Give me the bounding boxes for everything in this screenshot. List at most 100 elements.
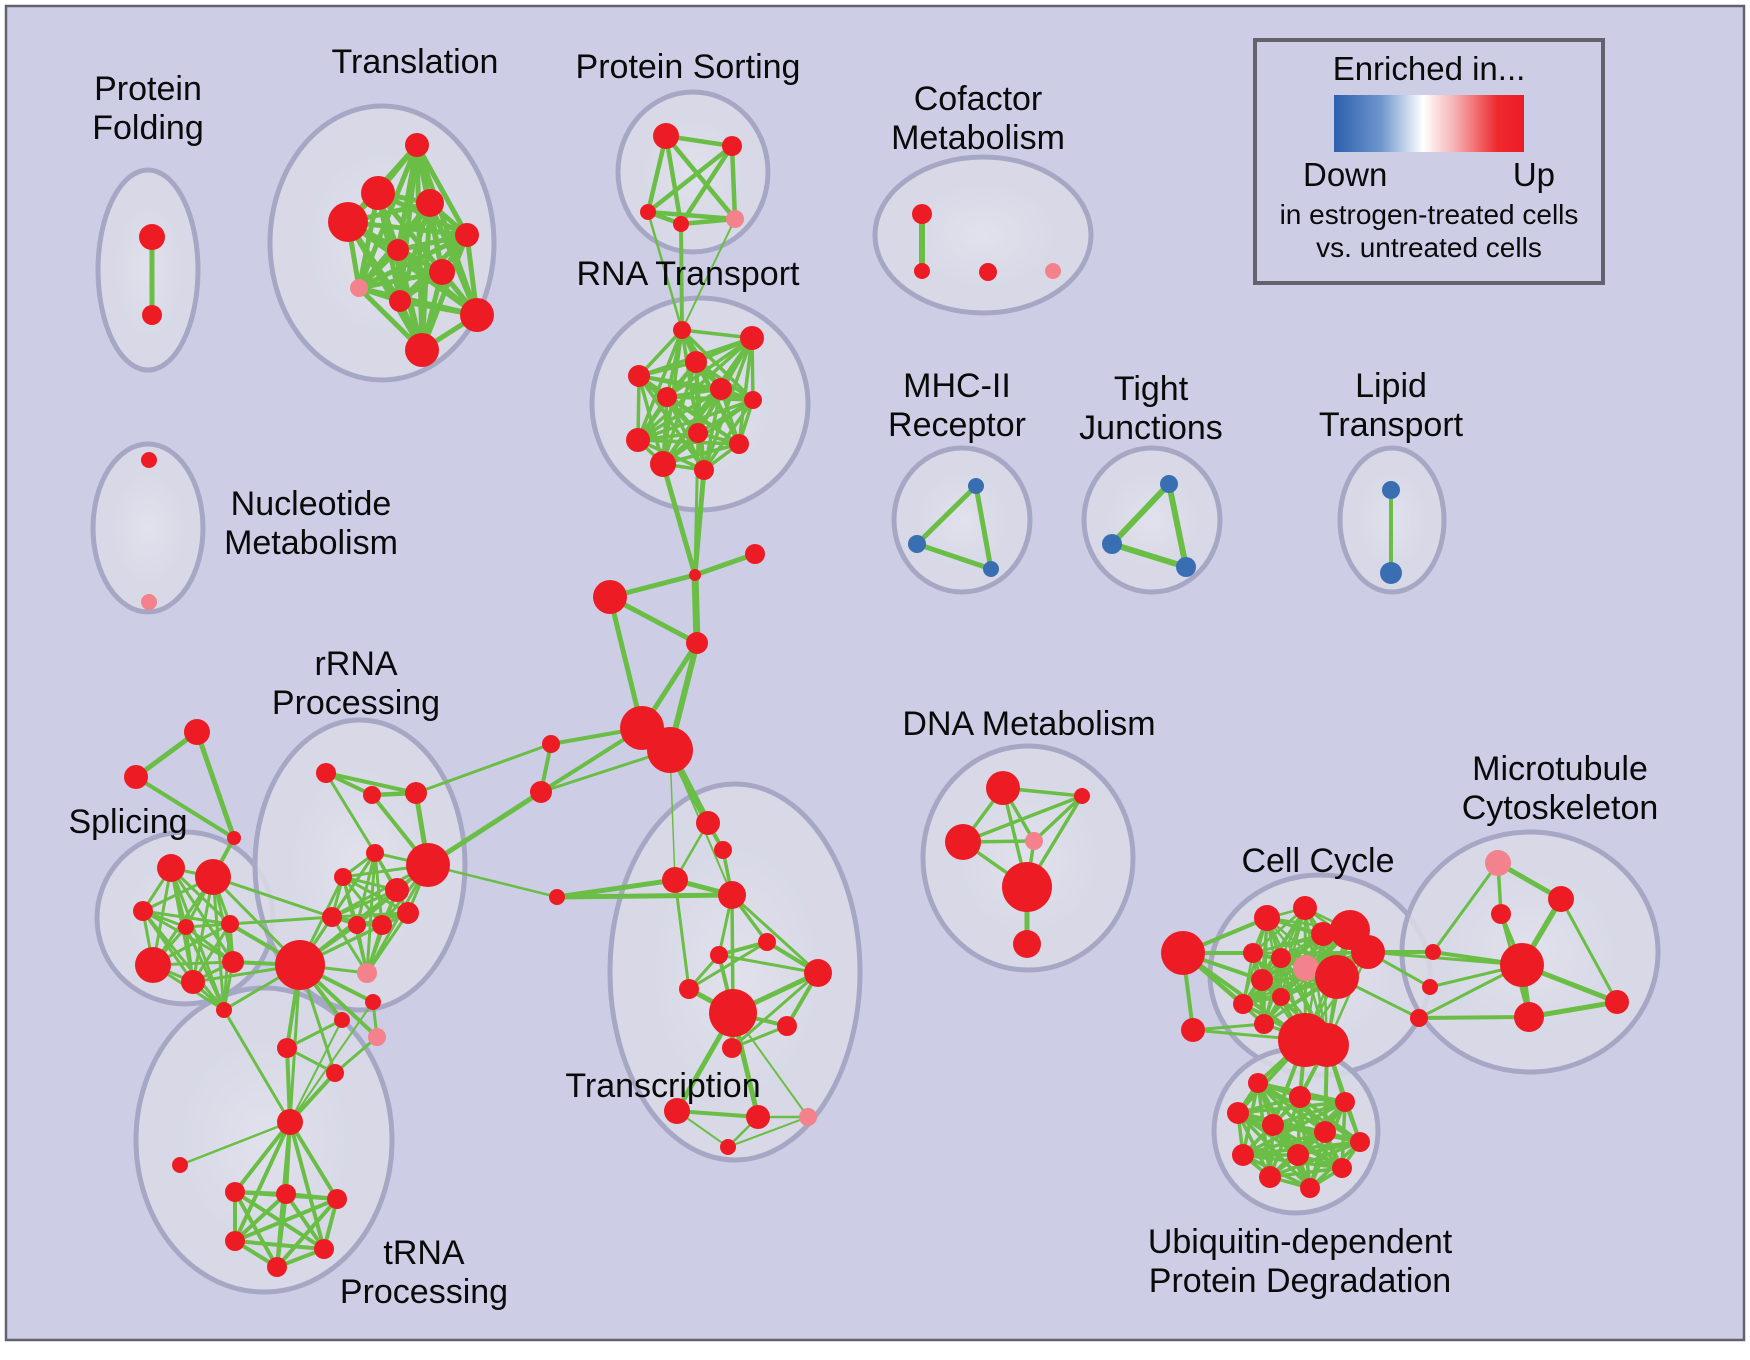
node-rt8 [688, 423, 708, 443]
edge-dm2-dm3 [961, 794, 1084, 844]
node-rr17 [277, 1038, 297, 1058]
edge-tnh-tn4 [288, 1120, 339, 1201]
node-dm1 [986, 771, 1020, 805]
cluster-protein-folding-label-line1: Protein [94, 70, 202, 108]
node-ub3 [1335, 1092, 1355, 1112]
edge-tj1-tj3 [1166, 481, 1189, 570]
node-sp6 [135, 947, 171, 983]
legend-box: Enriched in... Down Up in estrogen-treat… [1253, 38, 1605, 285]
node-cc11 [1315, 955, 1359, 999]
node-mt3 [1491, 904, 1511, 924]
edge-tn1-tnh [178, 1120, 292, 1167]
node-mc2 [1422, 979, 1438, 995]
edge-tr4-tr11 [345, 219, 425, 353]
cluster-tight-junctions-label-line2: Junctions [1079, 409, 1223, 447]
cluster-nucleotide-metabolism-label-line1: Nucleotide [231, 485, 392, 523]
cluster-tight-junctions-ellipse [1081, 445, 1223, 595]
node-tr3 [416, 189, 444, 217]
edge-rt4-rt7 [637, 374, 755, 402]
edge-tx13-tx14 [675, 1109, 760, 1119]
node-tx6 [758, 933, 776, 951]
legend-title: Enriched in... [1332, 50, 1526, 87]
node-tn1 [172, 1157, 188, 1173]
cluster-trna-processing-label-line2: Processing [340, 1273, 508, 1311]
legend-subtitle: in estrogen-treated cells vs. untreated … [1280, 198, 1579, 264]
edge-rt10-rt12 [661, 442, 741, 466]
node-rt7 [744, 391, 762, 409]
cluster-cell-cycle-label-line1: Cell Cycle [1241, 842, 1394, 880]
node-tr4 [328, 202, 368, 242]
node-tr10 [460, 298, 494, 332]
node-tx15 [799, 1108, 817, 1126]
node-dm4 [1025, 832, 1043, 850]
cluster-ubiquitin-degradation-label-line1: Ubiquitin-dependent [1148, 1223, 1453, 1261]
node-mt4 [1500, 943, 1544, 987]
node-rr6 [406, 843, 450, 887]
node-rt5 [657, 387, 677, 407]
node-tn2 [225, 1182, 245, 1202]
edge-tr1-tr5 [414, 142, 470, 238]
node-rr11 [372, 915, 392, 935]
cluster-lipid-transport-label-line2: Transport [1319, 406, 1464, 444]
edge-ps3-rt1 [646, 210, 684, 332]
node-hb2 [647, 727, 693, 773]
node-rr18 [326, 1064, 344, 1082]
node-mc1 [1425, 944, 1441, 960]
edge-rt2-rt5 [665, 336, 754, 399]
node-rt11 [694, 460, 714, 480]
cluster-cofactor-metabolism-ellipse [872, 154, 1094, 316]
cluster-protein-folding-label-line2: Folding [92, 109, 204, 147]
node-tx1 [696, 811, 720, 835]
node-cn3 [593, 580, 627, 614]
node-dm6 [1013, 930, 1041, 958]
node-cc2 [1254, 905, 1280, 931]
edge-sp5-rr9 [228, 915, 334, 926]
node-sp5 [221, 915, 239, 933]
edge-sp1-sp8 [169, 866, 235, 964]
node-cn5 [542, 735, 560, 753]
node-pf1 [139, 224, 165, 250]
node-lp2 [1380, 562, 1402, 584]
edge-rt1-rt9 [636, 328, 684, 442]
node-cf4 [1045, 263, 1061, 279]
edge-st2-st3 [134, 775, 236, 840]
edge-ps2-ps5 [729, 143, 738, 222]
edge-dm2-dm4 [1032, 794, 1084, 843]
edge-rt2-rt12 [737, 336, 754, 446]
node-rr10 [348, 916, 366, 934]
node-cf3 [979, 263, 997, 281]
edge-tn2-tn6 [233, 1190, 326, 1251]
node-rr13 [357, 963, 377, 983]
node-tn3 [276, 1184, 296, 1204]
node-mh3 [983, 561, 999, 577]
node-tr8 [350, 279, 368, 297]
node-tr11 [405, 333, 439, 367]
node-tr5 [455, 223, 479, 247]
node-tx12 [722, 1038, 742, 1058]
edge-ub3-ub5 [1271, 1100, 1347, 1127]
node-rt10 [650, 451, 676, 477]
nodes-layer [124, 123, 1629, 1277]
edge-sp4-sp9 [184, 925, 226, 1012]
edge-tx4-tx9 [730, 893, 820, 975]
cluster-lipid-transport-label-line1: Lipid [1355, 367, 1427, 405]
node-tx9 [804, 959, 832, 987]
node-ps1 [653, 123, 679, 149]
node-ps4 [673, 216, 689, 232]
node-ub10 [1332, 1158, 1352, 1178]
edge-cn5-rr3 [414, 742, 553, 795]
node-mh2 [908, 535, 926, 553]
node-rr5 [334, 868, 352, 886]
node-tnh [277, 1109, 303, 1135]
edge-cn1-cn4 [691, 571, 701, 647]
cluster-microtubule-cytoskeleton-label-line2: Cytoskeleton [1462, 789, 1659, 827]
node-sp8 [222, 951, 244, 973]
cluster-cofactor-metabolism-label-line1: Cofactor [914, 80, 1043, 118]
edge-rt7-rt11 [702, 398, 755, 472]
node-ub8 [1232, 1144, 1254, 1166]
edge-rt2-rt11 [702, 336, 754, 472]
node-tr1 [405, 133, 429, 157]
edge-rt5-rt7 [665, 395, 755, 402]
